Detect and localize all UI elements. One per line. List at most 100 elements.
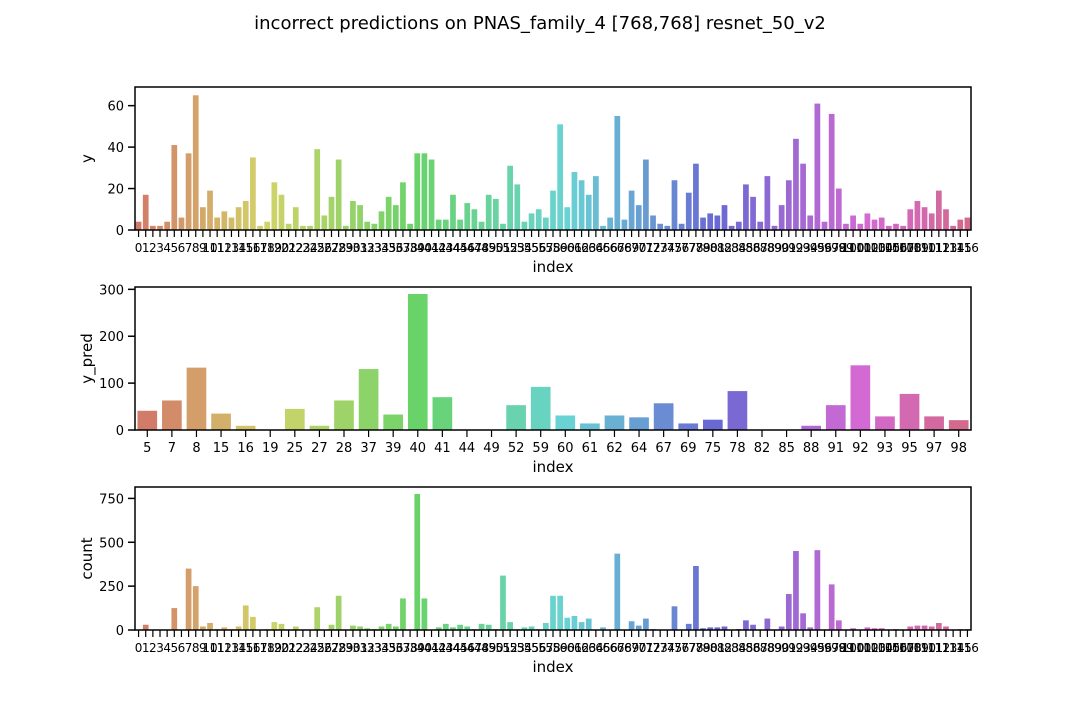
bar-113 [943, 626, 949, 630]
bar-10 [207, 190, 213, 230]
bar-20 [278, 194, 285, 230]
x-tick-label: 15 [213, 441, 230, 456]
x-tick-label: 3 [156, 241, 164, 255]
figure-title: incorrect predictions on PNAS_family_4 [… [254, 13, 826, 34]
x-tick-label: 64 [631, 441, 648, 456]
x-tick-label: 71 [638, 241, 653, 255]
x-tick-label: 81 [710, 641, 725, 655]
bar-29 [342, 225, 349, 230]
bar-32 [364, 221, 371, 230]
x-tick-label: 44 [445, 641, 460, 655]
x-tick-label: 113 [935, 641, 958, 655]
bar-25 [314, 149, 321, 230]
x-tick-label: 21 [281, 641, 296, 655]
x-tick-label: 27 [324, 641, 339, 655]
bar-27 [328, 196, 335, 230]
x-tick-label: 115 [949, 241, 972, 255]
x-tick-label: 67 [610, 241, 625, 255]
bar-67 [614, 553, 621, 630]
bar-91 [785, 180, 792, 230]
x-tick-label: 20 [274, 641, 289, 655]
x-tick-label: 33 [367, 241, 382, 255]
bar-1 [142, 624, 149, 630]
bar-57 [543, 622, 549, 630]
bar-24 [307, 225, 313, 230]
bar-63 [585, 618, 592, 630]
bar-52 [506, 405, 526, 430]
bar-4 [164, 221, 171, 230]
bar-17 [257, 225, 263, 230]
x-tick-label: 109 [906, 241, 929, 255]
bar-60 [555, 415, 576, 430]
bar-79 [700, 217, 706, 230]
x-tick-label: 84 [731, 241, 746, 255]
bar-39 [414, 153, 421, 230]
bar-59 [557, 124, 564, 230]
x-tick-label: 41 [434, 441, 451, 456]
bar-15 [242, 605, 249, 630]
x-tick-label: 9 [199, 641, 207, 655]
bar-10 [207, 622, 213, 630]
x-tick-label: 92 [852, 441, 869, 456]
bar-46 [464, 626, 471, 630]
bar-99 [843, 223, 849, 230]
bar-15 [242, 200, 249, 230]
x-tick-label: 48 [474, 241, 489, 255]
bar-80 [707, 213, 714, 230]
x-tick-label: 19 [267, 241, 282, 255]
bar-41 [428, 159, 435, 230]
bar-12 [221, 627, 228, 630]
x-tick-label: 112 [927, 641, 950, 655]
x-tick-label: 98 [831, 241, 846, 255]
x-tick-label: 23 [295, 641, 310, 655]
bar-66 [607, 217, 614, 230]
y-tick-label: 750 [99, 492, 124, 507]
x-tick-label: 43 [438, 241, 453, 255]
bar-28 [334, 400, 354, 430]
x-tick-label: 64 [588, 241, 603, 255]
x-tick-label: 44 [459, 441, 476, 456]
bar-106 [893, 223, 899, 230]
x-tick-label: 27 [324, 241, 339, 255]
x-tick-label: 52 [508, 441, 525, 456]
bar-39 [383, 414, 404, 430]
x-tick-label: 61 [567, 241, 582, 255]
bar-40 [421, 153, 428, 230]
x-tick-label: 49 [481, 241, 496, 255]
x-tick-label: 48 [474, 641, 489, 655]
x-tick-label: 51 [495, 641, 510, 655]
bar-92 [793, 551, 799, 630]
bar-43 [442, 623, 449, 630]
x-tick-label: 14 [231, 641, 246, 655]
x-tick-label: 45 [452, 241, 467, 255]
bar-53 [514, 184, 521, 230]
bar-7 [185, 153, 192, 230]
bar-105 [885, 225, 892, 230]
bar-110 [921, 625, 928, 630]
bar-112 [935, 622, 942, 630]
x-tick-label: 14 [231, 241, 246, 255]
x-tick-label: 28 [336, 441, 353, 456]
bar-59 [530, 386, 551, 430]
bar-110 [921, 207, 928, 230]
x-tick-label: 5 [170, 241, 178, 255]
bar-37 [400, 182, 406, 230]
x-tick-label: 106 [885, 641, 908, 655]
x-tick-label: 58 [545, 241, 560, 255]
x-tick-label: 111 [920, 641, 943, 655]
x-tick-label: 16 [237, 441, 254, 456]
x-tick-label: 26 [317, 641, 332, 655]
bar-86 [750, 196, 756, 230]
x-tick-label: 83 [724, 641, 739, 655]
bar-78 [727, 391, 748, 430]
x-tick-label: 40 [417, 641, 432, 655]
bar-108 [907, 626, 914, 630]
x-tick-label: 28 [331, 641, 346, 655]
bar-98 [835, 188, 842, 230]
x-tick-label: 76 [674, 641, 689, 655]
x-tick-label: 102 [856, 241, 879, 255]
x-tick-label: 62 [574, 641, 589, 655]
